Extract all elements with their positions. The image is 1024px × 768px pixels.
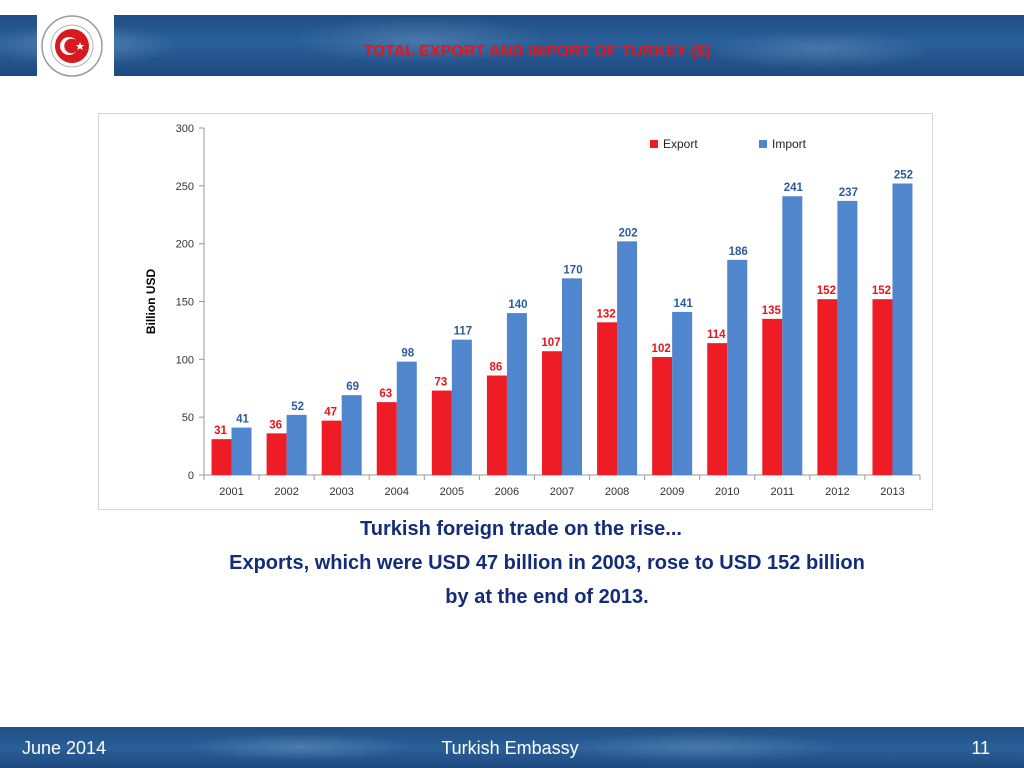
x-tick-label: 2003: [329, 486, 353, 498]
import-bar-2011: [782, 196, 803, 475]
import-value-label: 252: [894, 170, 913, 182]
export-value-label: 132: [596, 308, 615, 320]
x-tick-label: 2009: [660, 486, 684, 498]
export-bar-2010: [707, 343, 728, 475]
import-bar-2013: [892, 183, 913, 475]
x-tick-label: 2008: [605, 486, 629, 498]
import-bar-2012: [837, 200, 858, 475]
y-tick-label: 0: [188, 470, 194, 482]
export-value-label: 36: [269, 419, 282, 431]
import-value-label: 52: [291, 401, 304, 413]
legend-label-import: Import: [772, 137, 807, 151]
y-tick-label: 300: [176, 123, 194, 135]
export-value-label: 63: [379, 388, 392, 400]
import-value-label: 237: [839, 187, 858, 199]
export-value-label: 114: [707, 329, 726, 341]
x-tick-label: 2010: [715, 486, 739, 498]
import-bar-2001: [231, 427, 252, 475]
footer-page-number: 11: [971, 738, 990, 758]
x-tick-label: 2001: [219, 486, 243, 498]
export-bar-2003: [321, 420, 342, 475]
x-tick-label: 2013: [880, 486, 904, 498]
import-bar-2005: [451, 339, 472, 475]
export-value-label: 152: [872, 285, 891, 297]
import-value-label: 69: [346, 381, 359, 393]
caption-line-3: by at the end of 2013.: [445, 586, 649, 608]
export-value-label: 102: [652, 343, 671, 355]
import-value-label: 41: [236, 414, 249, 426]
import-bar-2007: [562, 278, 582, 475]
x-tick-label: 2004: [385, 486, 409, 498]
export-bar-2006: [486, 375, 507, 475]
export-bar-2013: [872, 299, 893, 475]
y-tick-label: 150: [176, 297, 194, 309]
export-value-label: 31: [214, 425, 227, 437]
export-bar-2012: [817, 299, 838, 475]
import-bar-2010: [727, 259, 748, 475]
export-bar-2002: [266, 433, 287, 475]
y-tick-label: 50: [182, 412, 194, 424]
import-value-label: 140: [508, 299, 527, 311]
x-tick-label: 2007: [550, 486, 574, 498]
legend-swatch-export: [650, 140, 658, 148]
export-bar-2008: [597, 322, 618, 475]
export-bar-2004: [376, 402, 397, 475]
import-value-label: 186: [729, 246, 748, 258]
title-banner: [0, 15, 1024, 76]
footer-organization: Turkish Embassy: [441, 738, 579, 758]
import-value-label: 241: [784, 182, 804, 194]
y-axis-title: Billion USD: [144, 269, 158, 335]
export-bar-2007: [542, 351, 562, 475]
import-bar-2004: [396, 361, 417, 475]
import-bar-2008: [617, 241, 638, 475]
export-value-label: 86: [490, 362, 503, 374]
import-value-label: 117: [454, 326, 473, 338]
x-tick-label: 2002: [274, 486, 298, 498]
export-bar-2011: [762, 318, 783, 475]
import-bar-2009: [672, 311, 693, 475]
caption-line-2: Exports, which were USD 47 billion in 20…: [229, 552, 865, 574]
export-bar-2001: [211, 439, 232, 475]
export-value-label: 73: [434, 377, 447, 389]
import-value-label: 170: [563, 264, 582, 276]
export-value-label: 107: [541, 337, 560, 349]
y-tick-label: 200: [176, 239, 194, 251]
x-tick-label: 2011: [770, 486, 794, 498]
import-value-label: 141: [674, 298, 694, 310]
legend-label-export: Export: [663, 137, 698, 151]
caption-headline: Turkish foreign trade on the rise...: [360, 518, 682, 540]
legend-swatch-import: [759, 140, 767, 148]
import-bar-2003: [341, 395, 362, 475]
x-tick-label: 2012: [825, 486, 849, 498]
y-tick-label: 100: [176, 354, 194, 366]
import-bar-2006: [506, 313, 527, 475]
x-tick-label: 2006: [495, 486, 519, 498]
slide-title: TOTAL EXPORT AND IMPORT OF TURKEY ($): [363, 43, 711, 60]
y-tick-label: 250: [176, 181, 194, 193]
export-value-label: 135: [762, 305, 782, 317]
export-value-label: 47: [324, 407, 337, 419]
ministry-seal-icon: [41, 15, 103, 77]
import-value-label: 202: [618, 227, 637, 239]
trade-bar-chart: 0 50 100 150 200 250 300 Billion USD 2001 2002 200…: [144, 123, 921, 498]
export-bar-2009: [652, 357, 673, 475]
x-tick-label: 2005: [440, 486, 464, 498]
export-bar-2005: [431, 390, 452, 475]
footer-bar: [0, 727, 1024, 768]
import-bar-2002: [286, 414, 307, 475]
export-value-label: 152: [817, 285, 836, 297]
footer-date: June 2014: [22, 738, 107, 758]
import-value-label: 98: [401, 348, 414, 360]
